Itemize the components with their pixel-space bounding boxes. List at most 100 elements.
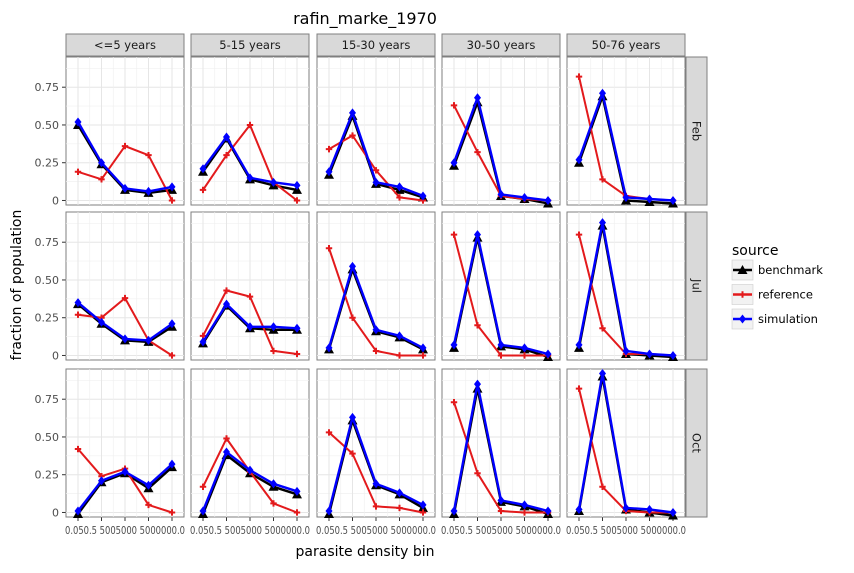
y-tick-label: 0.25 — [35, 157, 60, 170]
series-reference — [74, 142, 176, 204]
facet-panel — [566, 56, 686, 208]
legend-entries: benchmark reference simulation — [731, 259, 823, 330]
x-axis-title: parasite density bin — [296, 544, 435, 560]
reference-point — [293, 197, 301, 204]
column-strip: 50-76 years — [566, 33, 686, 57]
simulation-point — [419, 191, 427, 201]
series-simulation — [325, 261, 427, 353]
reference-point — [349, 450, 356, 457]
strip-background — [685, 368, 708, 518]
reference-point — [450, 102, 458, 109]
facet-panels: <=5 years 5-15 years 15-30 years 30-50 year… — [35, 33, 708, 537]
simulation-point — [521, 192, 528, 202]
simulation-point — [223, 447, 230, 457]
reference-point — [599, 483, 606, 490]
simulation-point — [622, 346, 630, 356]
simulation-point — [575, 155, 583, 165]
row-strip-label: Feb — [690, 121, 704, 141]
series-simulation — [199, 447, 301, 516]
simulation-point — [669, 507, 677, 517]
reference-point — [372, 347, 380, 355]
facet-panel — [441, 211, 561, 361]
simulation-point — [325, 506, 333, 516]
simulation-point — [293, 180, 301, 190]
simulation-point — [168, 182, 176, 192]
column-strip: 5-15 years — [190, 33, 310, 57]
simulation-point — [372, 325, 380, 335]
reference-point — [223, 151, 230, 159]
x-tick-label: 0.050.5 5005000 5000000.0 — [566, 524, 686, 537]
column-strip-label: 50-76 years — [592, 38, 661, 52]
facet-panel — [566, 211, 686, 361]
reference-point — [599, 325, 606, 332]
simulation-point — [544, 349, 552, 359]
reference-point — [450, 399, 458, 406]
reference-point — [474, 148, 481, 156]
reference-point — [270, 500, 277, 507]
simulation-point — [372, 177, 380, 187]
y-tick-label: 0.75 — [35, 81, 60, 94]
simulation-point — [246, 173, 254, 183]
legend-marker — [737, 265, 748, 274]
reference-point — [74, 311, 82, 318]
legend-entry: simulation — [731, 308, 818, 330]
column-strip: <=5 years — [65, 33, 185, 57]
reference-point — [450, 231, 458, 238]
simulation-point — [646, 349, 653, 359]
reference-point — [396, 352, 403, 359]
simulation-point — [98, 317, 105, 327]
reference-point — [199, 186, 207, 194]
x-tick-label: 0.050.5 5005000 5000000.0 — [316, 524, 436, 537]
y-tick-label: 0.75 — [35, 393, 60, 406]
simulation-point — [199, 506, 207, 516]
reference-point — [349, 132, 356, 139]
column-strip: 15-30 years — [316, 33, 436, 57]
simulation-point — [270, 322, 277, 332]
simulation-point — [669, 195, 677, 205]
simulation-point — [223, 132, 230, 142]
y-tick-label: 0.25 — [35, 469, 60, 482]
simulation-point — [599, 88, 606, 98]
simulation-point — [98, 476, 105, 486]
simulation-point — [419, 500, 427, 510]
simulation-point — [544, 195, 552, 205]
column-strip: 30-50 years — [441, 33, 561, 57]
y-tick-label: 0.50 — [35, 431, 60, 444]
reference-point — [474, 322, 481, 329]
y-tick-label: 0.25 — [35, 312, 60, 325]
series-simulation — [450, 379, 552, 516]
legend-label: reference — [758, 288, 813, 302]
reference-point — [599, 176, 606, 183]
reference-point — [325, 245, 333, 252]
facet-panel — [65, 56, 185, 206]
simulation-point — [246, 322, 254, 332]
simulation-point — [199, 164, 207, 174]
reference-point — [74, 168, 82, 175]
simulation-point — [223, 299, 230, 309]
simulation-point — [450, 506, 458, 516]
simulation-point — [349, 261, 356, 271]
facet-panel — [316, 368, 436, 518]
simulation-point — [246, 465, 254, 475]
reference-point — [168, 509, 176, 516]
simulation-point — [121, 467, 129, 477]
series-simulation — [575, 369, 677, 517]
reference-point — [474, 470, 481, 477]
chart-title: rafin_marke_1970 — [293, 9, 437, 29]
simulation-point — [98, 158, 105, 168]
reference-point — [521, 509, 528, 516]
reference-point — [575, 231, 583, 238]
simulation-point — [349, 108, 356, 118]
facet-panel — [316, 56, 436, 206]
simulation-point — [325, 167, 333, 177]
simulation-point — [521, 343, 528, 353]
facet-panel — [190, 368, 310, 518]
reference-point — [121, 294, 129, 302]
legend-label: simulation — [758, 312, 818, 326]
reference-point — [168, 197, 176, 204]
series-reference — [199, 287, 301, 358]
y-axis-title: fraction of population — [9, 210, 25, 361]
reference-point — [223, 287, 230, 294]
simulation-point — [396, 331, 403, 341]
y-tick-label: 0 — [52, 349, 59, 362]
